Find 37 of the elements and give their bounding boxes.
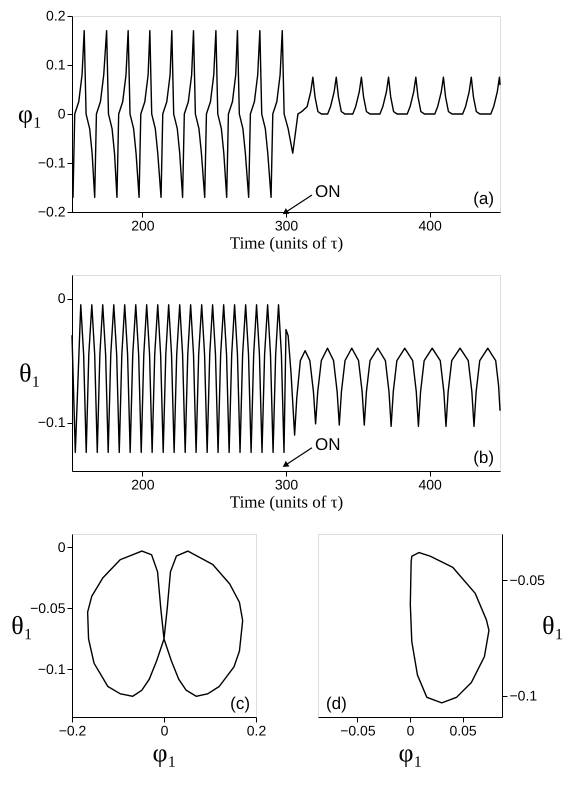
annotation: (c) (230, 694, 250, 713)
y-tick-label: −0.1 (38, 414, 66, 430)
x-axis-title: Time (units of τ) (230, 234, 344, 252)
x-tick-label: 200 (131, 218, 155, 234)
annotation: (a) (473, 189, 494, 208)
x-tick-label: −0.05 (340, 722, 376, 738)
y-tick-label: −0.2 (38, 204, 66, 220)
y-tick-label: −0.1 (38, 154, 66, 170)
annotation: (b) (473, 448, 494, 467)
y-axis-title: θ₁ (11, 611, 33, 640)
y-tick-label: 0.1 (46, 56, 66, 72)
y-tick-label: 0 (58, 290, 66, 306)
y-tick-label: 0.2 (46, 8, 66, 24)
y2-tick-label: −0.1 (510, 688, 538, 704)
x-axis-title: φ₁ (398, 738, 423, 768)
x-tick-label: 300 (274, 476, 298, 492)
annotation: (d) (326, 694, 347, 713)
y-tick-label: −0.1 (38, 660, 66, 677)
y-axis-title: θ₁ (19, 358, 41, 388)
y-tick-label: 0 (58, 106, 66, 122)
annotation: ON (315, 434, 340, 454)
y-tick-label: −0.05 (30, 600, 66, 616)
y2-tick-label: −0.05 (510, 572, 546, 588)
y-axis-title: φ₁ (18, 100, 42, 128)
x-axis-title: Time (units of τ) (230, 492, 344, 512)
x-tick-label: 0.2 (246, 722, 266, 738)
x-tick-label: 0.05 (449, 722, 477, 738)
x-tick-label: 400 (418, 218, 442, 234)
x-tick-label: 200 (131, 476, 155, 492)
y-tick-label: 0 (58, 538, 66, 555)
annotation: ON (315, 182, 340, 201)
x-tick-label: 0 (160, 722, 169, 738)
y2-axis-title: θ₁ (542, 611, 564, 640)
x-axis-title: φ₁ (152, 738, 177, 768)
x-tick-label: 300 (274, 218, 298, 234)
x-tick-label: 400 (418, 476, 442, 492)
x-tick-label: 0 (406, 722, 415, 738)
